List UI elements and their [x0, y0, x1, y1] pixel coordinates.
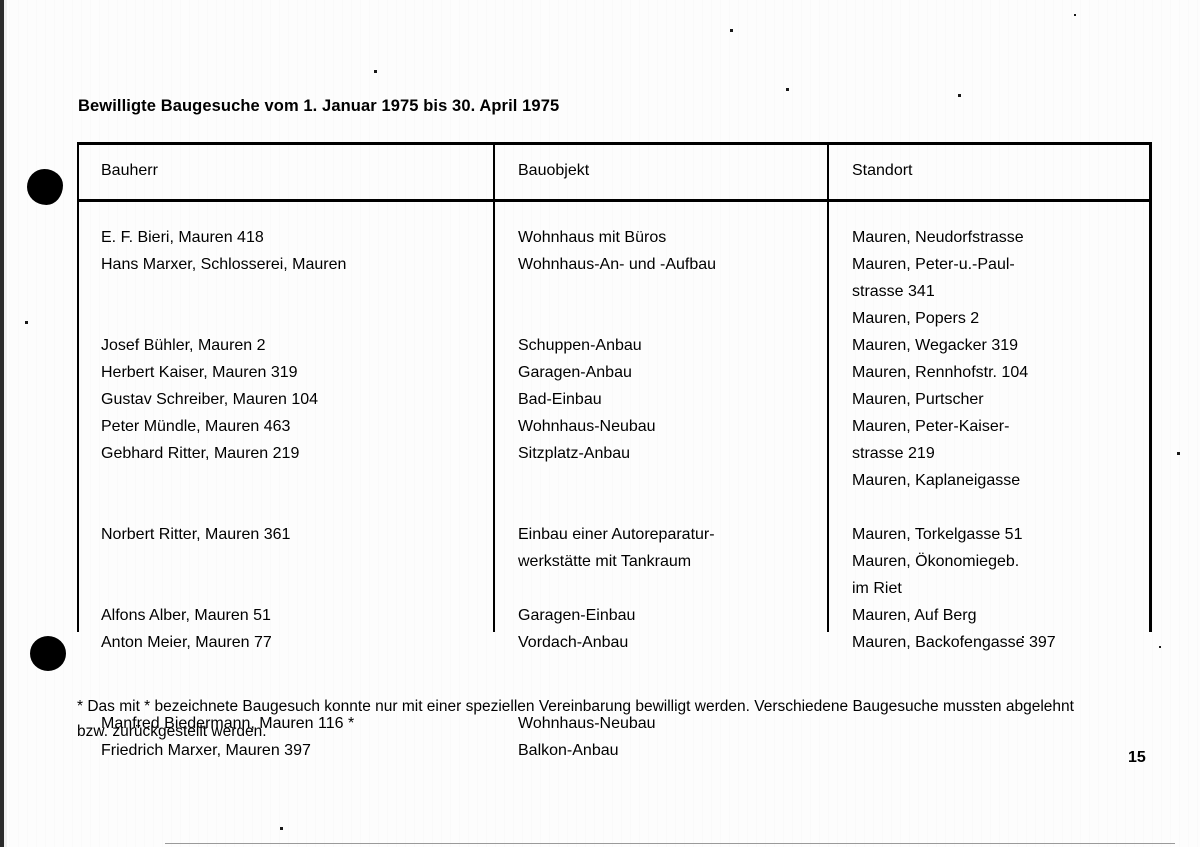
table-column-standort: Mauren, Neudorfstrasse Mauren, Peter-u.-P…: [852, 224, 1147, 656]
table-cell-line: im Riet: [852, 580, 902, 597]
table-cell-spacer: [101, 467, 491, 494]
table-cell-line: Mauren, Popers 2: [852, 310, 980, 327]
table-cell-line: Schuppen-Anbau: [518, 337, 642, 354]
table-cell-spacer: [101, 548, 491, 575]
table-cell-line: Balkon-Anbau: [518, 742, 619, 759]
table-column-bauherr: E. F. Bieri, Mauren 418 Hans Marxer, Schl…: [101, 224, 491, 764]
scan-speck: [1159, 646, 1161, 648]
table-cell-line: Wohnhaus-An- und -Aufbau: [518, 256, 717, 273]
table-cell-line: Friedrich Marxer, Mauren 397: [101, 742, 311, 759]
table-cell-line: strasse 341: [852, 283, 935, 300]
scan-speck: [374, 70, 377, 73]
page-number: 15: [1128, 749, 1146, 766]
table-cell-line: Alfons Alber, Mauren 51: [101, 607, 271, 624]
table-cell-line: Mauren, Torkelgasse 51: [852, 526, 1023, 543]
table-cell-line: Wohnhaus-Neubau: [518, 418, 656, 435]
table-cell-spacer: [518, 575, 826, 602]
page-title: Bewilligte Baugesuche vom 1. Januar 1975…: [78, 97, 560, 116]
table-border-left: [77, 142, 79, 632]
table-cell-line: strasse 219: [852, 445, 935, 462]
table-cell-line: Josef Bühler, Mauren 2: [101, 337, 266, 354]
table-cell-spacer: [101, 278, 491, 305]
hole-punch-mark-top: [27, 169, 63, 205]
table-cell-spacer: [101, 656, 491, 683]
table-cell-spacer: [518, 467, 826, 494]
table-cell-line: Manfred Biedermann, Mauren 116 *: [101, 715, 355, 732]
table-cell-line: Anton Meier, Mauren 77: [101, 634, 272, 651]
table-cell-line: Mauren, Auf Berg: [852, 607, 977, 624]
table-cell-line: Gustav Schreiber, Mauren 104: [101, 391, 319, 408]
column-header-bauobjekt: Bauobjekt: [518, 162, 590, 179]
scan-speck: [958, 94, 961, 97]
table-column-divider-2: [827, 142, 829, 632]
scan-speck: [280, 827, 283, 830]
baugesuche-table: Bauherr Bauobjekt Standort E. F. Bieri, …: [77, 142, 1152, 759]
scan-speck: [1022, 636, 1024, 638]
table-cell-spacer: [518, 656, 826, 683]
table-cell-spacer: [518, 494, 826, 521]
table-cell-line: Mauren, Neudorfstrasse: [852, 229, 1024, 246]
footnote-text: * Das mit * bezeichnete Baugesuch konnte…: [77, 697, 1074, 740]
table-cell-spacer: [101, 305, 491, 332]
table-cell-spacer: [518, 278, 826, 305]
table-border-top: [77, 142, 1151, 145]
table-cell-line: Mauren, Peter-u.-Paul-: [852, 256, 1015, 273]
table-cell-line: E. F. Bieri, Mauren 418: [101, 229, 264, 246]
table-cell-spacer: [852, 494, 1147, 521]
table-cell-line: Sitzplatz-Anbau: [518, 445, 631, 462]
table-column-divider-1: [493, 142, 495, 632]
scan-speck: [786, 88, 789, 91]
table-header-rule: [77, 199, 1151, 202]
table-cell-line: werkstätte mit Tankraum: [518, 553, 692, 570]
table-cell-line: Peter Mündle, Mauren 463: [101, 418, 291, 435]
column-header-bauherr: Bauherr: [101, 162, 158, 179]
table-cell-line: Mauren, Purtscher: [852, 391, 984, 408]
table-cell-line: Vordach-Anbau: [518, 634, 629, 651]
scan-edge-left-highlight: [4, 0, 7, 847]
table-column-bauobjekt: Wohnhaus mit Büros Wohnhaus-An- und -Aufb…: [518, 224, 826, 764]
table-cell-line: Bad-Einbau: [518, 391, 602, 408]
table-cell-line: Herbert Kaiser, Mauren 319: [101, 364, 298, 381]
table-cell-line: Mauren, Kaplaneigasse: [852, 472, 1021, 489]
table-cell-spacer: [101, 494, 491, 521]
table-cell-spacer: [101, 575, 491, 602]
table-cell-line: Mauren, Ökonomiegeb.: [852, 553, 1020, 570]
column-header-standort: Standort: [852, 162, 913, 179]
scan-speck: [730, 29, 733, 32]
scan-edge-left: [0, 0, 4, 847]
table-cell-line: Garagen-Einbau: [518, 607, 636, 624]
scan-speck: [1074, 14, 1076, 16]
table-cell-line: Mauren, Rennhofstr. 104: [852, 364, 1029, 381]
table-cell-line: Wohnhaus mit Büros: [518, 229, 667, 246]
table-border-right: [1149, 142, 1152, 632]
table-cell-line: Gebhard Ritter, Mauren 219: [101, 445, 300, 462]
table-cell-line: Garagen-Anbau: [518, 364, 632, 381]
scan-speck: [25, 321, 28, 324]
page-bottom-rule: [165, 843, 1175, 844]
table-cell-spacer: [518, 305, 826, 332]
hole-punch-mark-bottom: [30, 636, 66, 671]
table-cell-line: Mauren, Peter-Kaiser-: [852, 418, 1010, 435]
table-cell-line: Wohnhaus-Neubau: [518, 715, 656, 732]
table-cell-line: Norbert Ritter, Mauren 361: [101, 526, 291, 543]
table-cell-line: Mauren, Backofengasse 397: [852, 634, 1056, 651]
table-cell-line: Mauren, Wegacker 319: [852, 337, 1019, 354]
table-cell-line: Hans Marxer, Schlosserei, Mauren: [101, 256, 347, 273]
scan-speck: [1177, 452, 1180, 455]
table-cell-line: Einbau einer Autoreparatur-: [518, 526, 715, 543]
